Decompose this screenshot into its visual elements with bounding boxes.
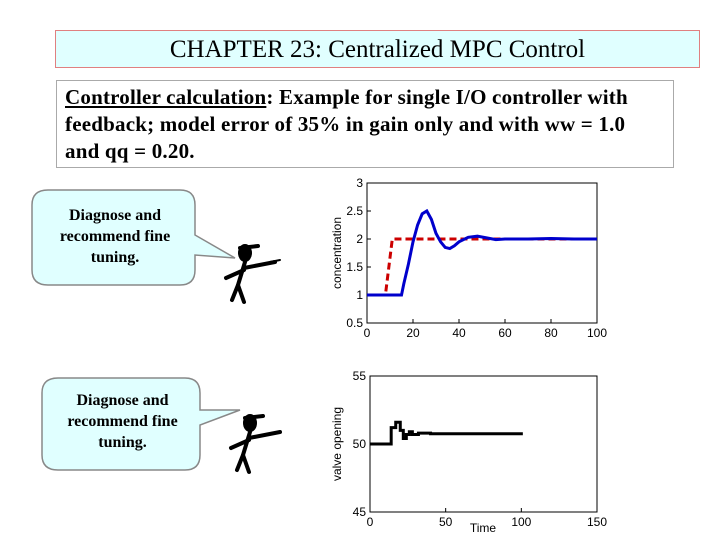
x-axis-label: Time (470, 521, 497, 535)
x-tick-label: 80 (544, 326, 558, 340)
text-heading: Controller calculation (65, 85, 267, 109)
data-line (367, 237, 597, 297)
plot-frame (369, 375, 598, 513)
x-tick-label: 60 (498, 326, 512, 340)
y-tick-label: 45 (353, 505, 367, 519)
y-axis-label: concentration (330, 217, 344, 289)
callout-bubble (31, 189, 236, 286)
x-tick-label: 0 (364, 326, 371, 340)
x-tick-label: 150 (587, 515, 607, 529)
x-tick-label: 0 (367, 515, 374, 529)
x-tick-label: 100 (511, 515, 531, 529)
slide-title: CHAPTER 23: Centralized MPC Control (55, 30, 700, 68)
x-tick-label: 40 (452, 326, 466, 340)
y-tick-label: 50 (353, 437, 367, 451)
y-tick-label: 3 (356, 176, 363, 190)
y-tick-label: 2.5 (346, 204, 363, 218)
x-tick-label: 50 (439, 515, 453, 529)
stick-figure (229, 414, 282, 474)
callout-text: Diagnose and recommend fine tuning. (67, 392, 178, 451)
y-tick-label: 1.5 (346, 260, 363, 274)
data-line (370, 420, 523, 446)
x-tick-label: 100 (587, 326, 607, 340)
text-body: : Example for single I/O controller with… (65, 85, 628, 163)
y-tick-label: 1 (356, 288, 363, 302)
plot-frame (366, 182, 598, 324)
x-tick-label: 20 (406, 326, 420, 340)
y-tick-label: 55 (353, 369, 367, 383)
y-tick-label: 0.5 (346, 316, 363, 330)
stick-figure (224, 244, 281, 304)
callout-text: Diagnose and recommend fine tuning. (59, 207, 171, 266)
data-line (367, 208, 597, 297)
y-axis-label: valve opening (330, 407, 344, 481)
callout-bubble (41, 377, 241, 471)
slide-text: Controller calculation: Example for sing… (56, 80, 674, 168)
y-tick-label: 2 (356, 232, 363, 246)
